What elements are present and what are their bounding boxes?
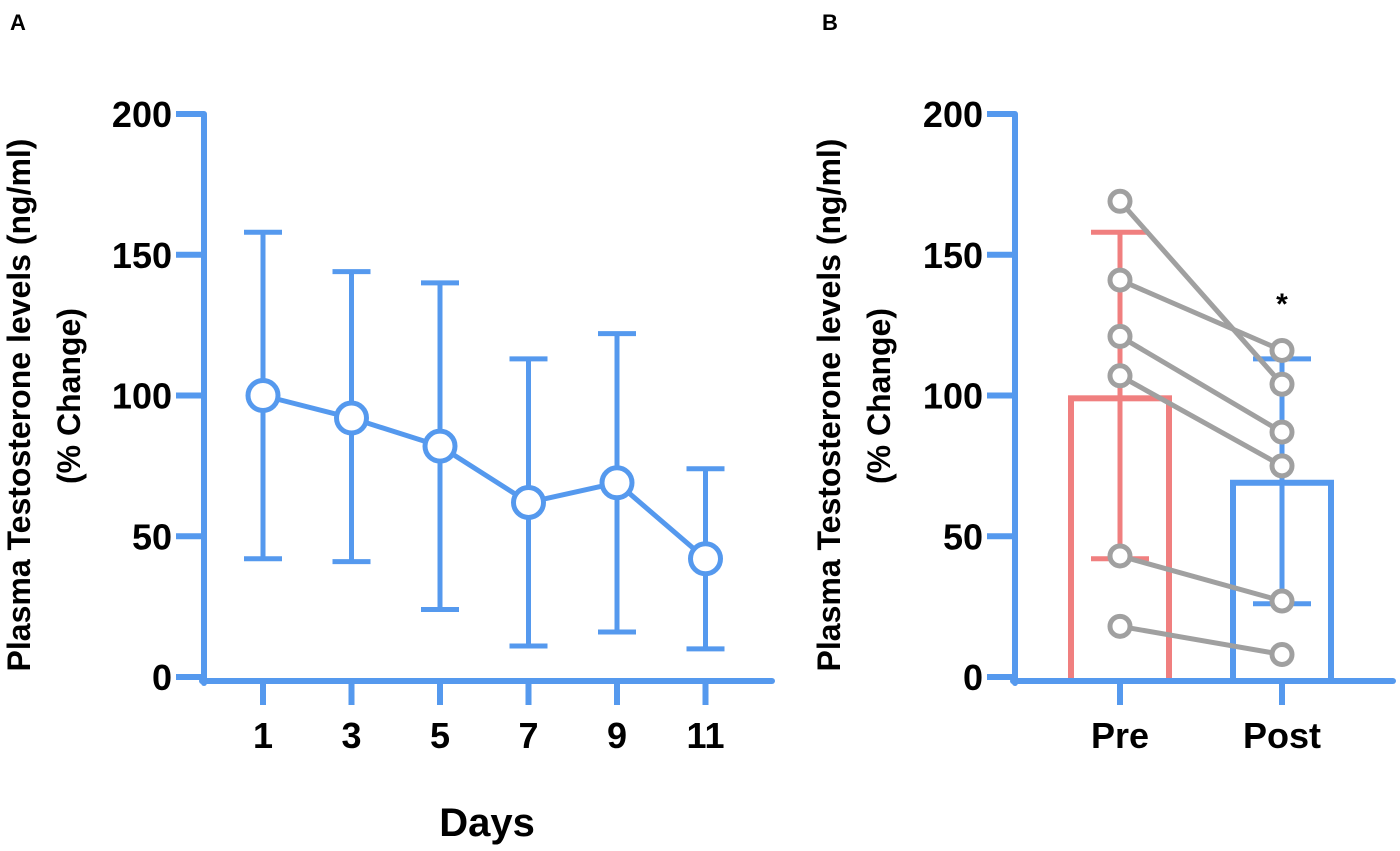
panel-a-ylabel-line1: Plasma Testosterone levels (ng/ml): [1, 139, 37, 672]
panel-a-data-point: [245, 378, 281, 413]
panel-b-ytick-label: 200: [923, 94, 983, 135]
panel-b-ytick-label: 50: [943, 516, 983, 557]
panel-a-data-point: [511, 484, 546, 520]
panel-b-ylabel-line1: Plasma Testosterone levels (ng/ml): [811, 139, 847, 672]
panel-a-xtick-label: 5: [430, 715, 450, 756]
panel-a-data-point: [599, 465, 635, 501]
panel-b-ytick-label: 0: [963, 657, 983, 698]
panel-a-ylabel-line2: (% Change): [51, 308, 87, 484]
panel-a-ytick-label: 100: [112, 376, 172, 417]
panel-a-data-point: [334, 400, 369, 436]
panel-a-xtick-label: 11: [686, 715, 724, 756]
panel-b-significance: *: [1276, 288, 1288, 321]
panel-a-mean-line: [262, 393, 708, 561]
panel-b-ytick-label: 100: [923, 376, 983, 417]
panel-a-ytick-label: 0: [152, 657, 172, 698]
panel-a-ytick-label: 50: [132, 516, 172, 557]
panel-b-letter: B: [822, 10, 838, 35]
panel-b-post-point: [1269, 453, 1295, 479]
panel-a-xlabel: Days: [439, 801, 535, 845]
panel-a-series-line: [262, 393, 708, 561]
panel-a-data-point: [688, 541, 723, 577]
panel-b-post-point: [1269, 337, 1295, 363]
panel-b-xtick-label: Post: [1243, 715, 1321, 756]
panel-a-points: [245, 378, 723, 577]
panel-a-xtick-label: 9: [607, 715, 627, 756]
panel-a-letter: A: [10, 10, 26, 35]
panel-a-xtick-label: 3: [341, 715, 361, 756]
panel-b-paired-points: [1107, 188, 1295, 667]
panel-b-pair-line: [1118, 199, 1284, 386]
panel-b-ticks: 0 50 100 150 200 Pre Post: [923, 94, 1321, 756]
panel-a: A 0 50 100 150 200 1 3 5 7 9 11 Plasma Testosteron…: [1, 10, 775, 845]
panel-b-xtick-label: Pre: [1091, 715, 1149, 756]
panel-a-xtick-label: 1: [253, 715, 273, 756]
panel-b-pair-line: [1118, 334, 1284, 435]
panel-b-pair-line: [1118, 373, 1284, 469]
panel-b-pair-line: [1119, 553, 1283, 604]
panel-b-pre-point: [1107, 188, 1133, 214]
panel-b-pre-point: [1107, 613, 1133, 639]
panel-b-post-point: [1269, 641, 1295, 667]
panel-b-pre-point: [1107, 267, 1133, 293]
panel-a-xtick-label: 7: [518, 715, 538, 756]
panel-a-error-bars: [244, 229, 725, 652]
panel-b-ylabel-line2: (% Change): [861, 308, 897, 484]
panel-b-significance-marker: *: [1276, 288, 1288, 321]
panel-a-ytick-label: 200: [112, 94, 172, 135]
panel-b-pair-line: [1119, 277, 1283, 353]
panel-b-ytick-label: 150: [923, 235, 983, 276]
panel-b-pre-point: [1107, 323, 1133, 349]
panel-b-post-point: [1269, 371, 1295, 397]
panel-b-pair-line: [1119, 623, 1283, 657]
panel-a-axes: [199, 111, 775, 686]
panel-b-post-point: [1269, 419, 1295, 445]
panel-b-pre-point: [1107, 543, 1133, 569]
panel-b: B 0 50 100 150 200 Pre Post * Plasma Testoster…: [811, 10, 1396, 756]
panel-a-ticks: 0 50 100 150 200 1 3 5 7 9 11: [112, 94, 725, 756]
panel-a-ytick-label: 150: [112, 235, 172, 276]
panel-b-post-point: [1269, 588, 1295, 614]
panel-a-data-point: [422, 428, 458, 464]
panel-b-pre-point: [1107, 363, 1133, 389]
